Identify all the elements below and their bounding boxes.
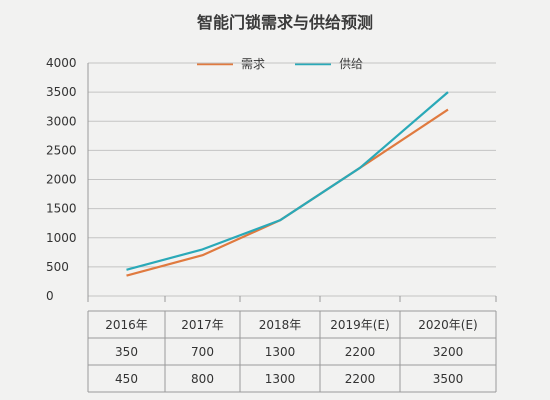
y-tick-label: 1000 bbox=[46, 231, 77, 245]
table-cell: 450 bbox=[115, 372, 138, 386]
table-cell: 1300 bbox=[265, 372, 296, 386]
y-tick-label: 3500 bbox=[46, 85, 77, 99]
y-tick-label: 1500 bbox=[46, 202, 77, 216]
series-line-supply bbox=[126, 91, 449, 271]
chart-title: 智能门锁需求与供给预测 bbox=[197, 13, 373, 32]
table-header-cell: 2019年(E) bbox=[330, 318, 390, 332]
table-cell: 700 bbox=[191, 345, 214, 359]
legend-label: 供给 bbox=[339, 57, 363, 71]
y-tick-label: 500 bbox=[46, 260, 69, 274]
table-cell: 2200 bbox=[345, 345, 376, 359]
table-header-cell: 2016年 bbox=[105, 318, 148, 332]
table-cell: 1300 bbox=[265, 345, 296, 359]
legend-label: 需求 bbox=[241, 57, 265, 71]
chart-legend: 需求 供给 bbox=[197, 57, 363, 71]
table-header-cell: 2020年(E) bbox=[418, 318, 478, 332]
y-tick-label: 3000 bbox=[46, 114, 77, 128]
table-cell: 350 bbox=[115, 345, 138, 359]
table-cell: 3500 bbox=[433, 372, 464, 386]
data-table: 2016年 2017年 2018年 2019年(E) 2020年(E) 350 700 130… bbox=[87, 310, 497, 393]
table-header-cell: 2017年 bbox=[181, 318, 224, 332]
gridlines bbox=[88, 62, 496, 297]
table-cell: 2200 bbox=[345, 372, 376, 386]
y-axis: 4000 3500 3000 2500 2000 1500 1000 500 0 bbox=[46, 56, 497, 303]
y-tick-label: 4000 bbox=[46, 56, 77, 70]
y-tick-label: 2000 bbox=[46, 173, 77, 187]
table-header-cell: 2018年 bbox=[259, 318, 302, 332]
table-cell: 800 bbox=[191, 372, 214, 386]
table-cell: 3200 bbox=[433, 345, 464, 359]
y-tick-label: 0 bbox=[46, 289, 54, 303]
series-lines bbox=[126, 91, 449, 277]
y-tick-label: 2500 bbox=[46, 143, 77, 157]
